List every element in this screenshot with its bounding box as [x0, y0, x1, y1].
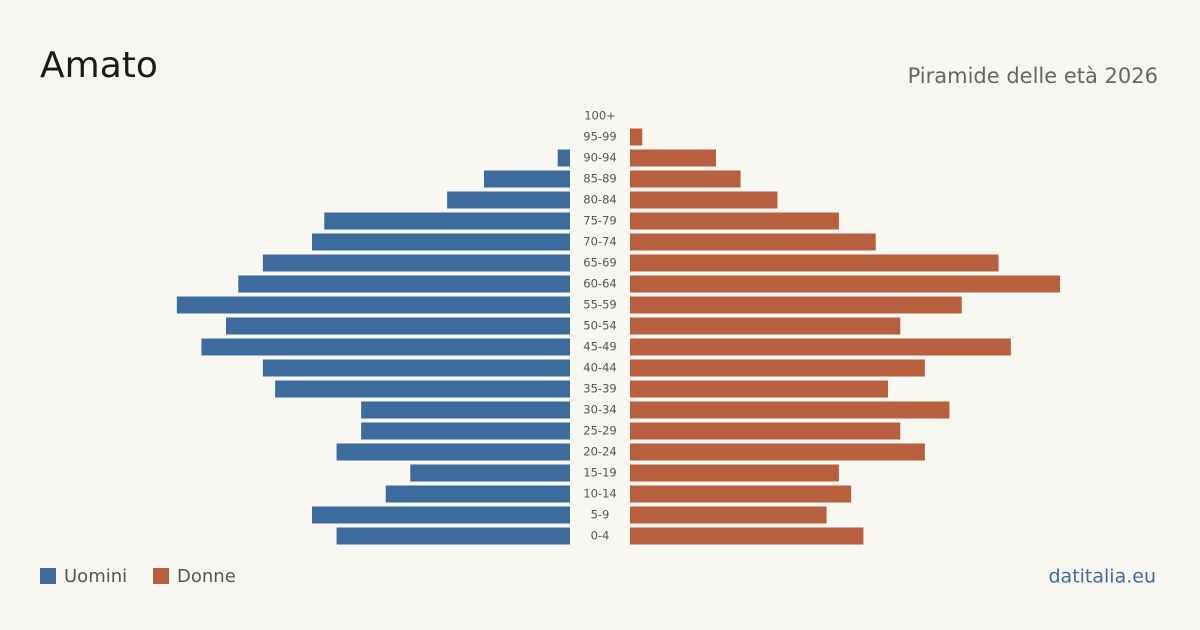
bar: [630, 212, 839, 230]
age-label: 45-49: [583, 340, 616, 354]
bar: [630, 275, 1060, 293]
bar: [410, 464, 570, 482]
age-label: 90-94: [583, 151, 616, 165]
bar: [630, 464, 839, 482]
bar: [201, 338, 570, 356]
bar: [336, 443, 570, 461]
bar: [630, 485, 852, 503]
bar: [557, 149, 570, 167]
bar: [630, 527, 864, 545]
bar: [484, 170, 570, 188]
bar: [630, 380, 888, 398]
legend-label: Uomini: [64, 566, 127, 587]
bar: [226, 317, 570, 335]
bar: [630, 296, 962, 314]
age-label: 10-14: [583, 487, 616, 501]
age-label: 100+: [584, 109, 616, 123]
bar: [336, 527, 570, 545]
age-label: 0-4: [591, 529, 610, 543]
bar: [275, 380, 570, 398]
age-label: 40-44: [583, 361, 616, 375]
bar: [447, 191, 570, 209]
bar: [238, 275, 571, 293]
bar: [630, 149, 716, 167]
age-label: 75-79: [583, 214, 616, 228]
legend-swatch: [153, 568, 169, 584]
bar: [630, 170, 741, 188]
bar: [630, 191, 778, 209]
age-label: 60-64: [583, 277, 616, 291]
bar: [630, 338, 1011, 356]
bar: [630, 128, 643, 146]
source: datitalia.eu: [1049, 566, 1157, 588]
bar: [630, 443, 925, 461]
age-label: 65-69: [583, 256, 616, 270]
age-label: 70-74: [583, 235, 616, 249]
bar: [385, 485, 570, 503]
age-label: 55-59: [583, 298, 616, 312]
bar: [262, 359, 570, 377]
age-label: 80-84: [583, 193, 616, 207]
bar: [361, 422, 570, 440]
bar: [630, 422, 901, 440]
bar: [630, 254, 999, 272]
bar: [176, 296, 570, 314]
bar: [262, 254, 570, 272]
age-label: 35-39: [583, 382, 616, 396]
bar: [324, 212, 570, 230]
bar: [361, 401, 570, 419]
chart-title: Amato: [40, 45, 158, 86]
age-label: 20-24: [583, 445, 616, 459]
bar: [630, 233, 876, 251]
bar: [312, 506, 570, 524]
age-label: 30-34: [583, 403, 616, 417]
age-label: 85-89: [583, 172, 616, 186]
legend-label: Donne: [177, 566, 236, 587]
bar: [630, 359, 925, 377]
bar: [312, 233, 570, 251]
age-label: 5-9: [591, 508, 610, 522]
bar: [630, 401, 950, 419]
age-label: 15-19: [583, 466, 616, 480]
age-label: 50-54: [583, 319, 616, 333]
bar: [630, 317, 901, 335]
age-label: 25-29: [583, 424, 616, 438]
chart-subtitle: Piramide delle età 2026: [908, 64, 1158, 88]
bar: [630, 506, 827, 524]
age-label: 95-99: [583, 130, 616, 144]
legend-swatch: [40, 568, 56, 584]
